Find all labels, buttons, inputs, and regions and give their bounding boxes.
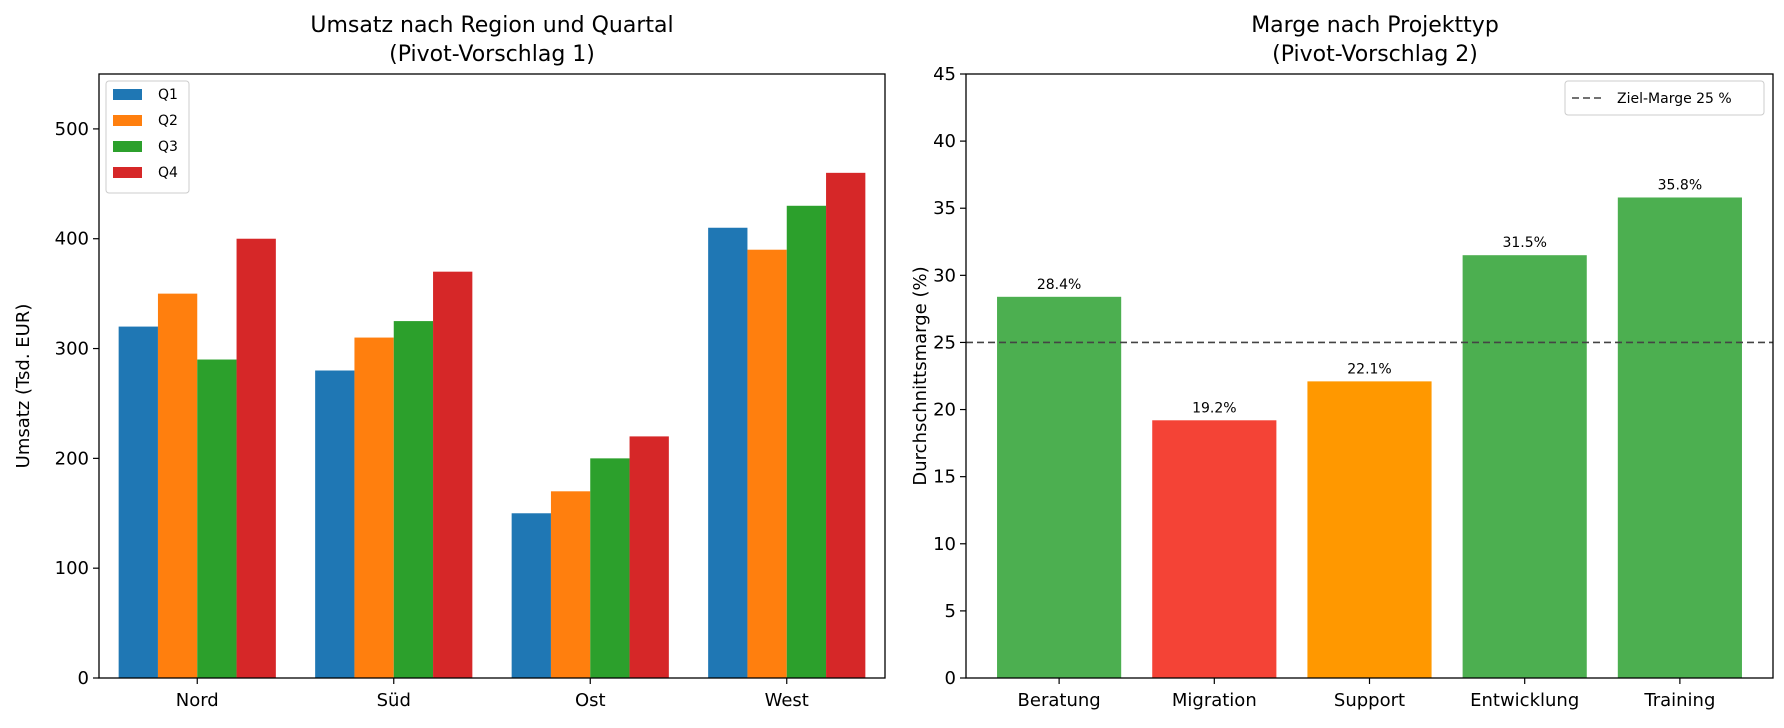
chart2-subtitle: (Pivot-Vorschlag 2) (1272, 42, 1478, 67)
chart1-title: Umsatz nach Region und Quartal (310, 13, 673, 38)
bar-q4-3 (826, 172, 866, 678)
x-tick-label: Migration (1172, 690, 1257, 711)
x-tick-label: Beratung (1018, 690, 1101, 711)
data-label: 28.4% (1037, 277, 1081, 293)
x-tick-label: Nord (176, 690, 219, 711)
chart2-title: Marge nach Projekttyp (1251, 13, 1499, 38)
legend-swatch (113, 115, 142, 126)
data-label: 31.5% (1502, 235, 1546, 251)
y-tick-label: 5 (945, 601, 956, 622)
y-tick-label: 40 (933, 131, 956, 152)
chart-margin-by-project-type: Marge nach Projekttyp (Pivot-Vorschlag 2… (910, 13, 1774, 711)
data-label: 35.8% (1658, 177, 1702, 193)
legend-label: Ziel-Marge 25 % (1617, 91, 1732, 107)
x-tick-label: Support (1334, 690, 1405, 711)
x-tick-label: Süd (377, 690, 411, 711)
chart2-y-axis-label: Durchschnittsmarge (%) (910, 266, 931, 485)
bar-q3-2 (590, 458, 630, 678)
data-label: 19.2% (1192, 400, 1236, 416)
bar-q1-1 (315, 370, 355, 678)
y-tick-label: 400 (55, 229, 89, 250)
chart2-legend-box (1564, 80, 1765, 116)
bar-training (1617, 197, 1742, 679)
bar-q1-3 (708, 227, 748, 678)
bar-q2-0 (157, 293, 198, 678)
bar-q3-1 (393, 321, 434, 678)
y-tick-label: 15 (933, 467, 956, 488)
x-tick-label: Entwicklung (1470, 690, 1579, 711)
y-tick-label: 35 (933, 198, 956, 219)
y-tick-label: 30 (933, 265, 956, 286)
y-tick-label: 100 (55, 558, 89, 579)
chart2-legend: Ziel-Marge 25 % (1564, 80, 1765, 116)
y-tick-label: 20 (933, 400, 956, 421)
bar-q4-2 (629, 436, 669, 678)
chart1-legend-box (105, 80, 190, 194)
y-tick-label: 300 (55, 339, 89, 360)
bar-q1-0 (118, 326, 158, 678)
y-tick-label: 500 (55, 119, 89, 140)
bar-q3-0 (197, 359, 237, 678)
data-label: 22.1% (1347, 361, 1391, 377)
y-tick-label: 0 (78, 668, 89, 689)
chart1-x-ticks: Nord Süd Ost West (176, 678, 809, 711)
bar-q4-0 (236, 238, 276, 678)
chart2-bars: 28.4% 19.2% 22.1% 31.5% 35.8% (997, 177, 1742, 679)
x-tick-label: Ost (575, 690, 606, 711)
bar-q2-1 (354, 337, 394, 678)
chart2-y-ticks: 0 5 10 15 20 25 30 35 40 45 (933, 64, 966, 689)
chart1-plot-frame (98, 73, 886, 679)
bar-support (1307, 381, 1432, 678)
chart1-y-axis-label: Umsatz (Tsd. EUR) (13, 304, 34, 469)
x-tick-label: Training (1643, 690, 1715, 711)
legend-swatch (113, 141, 142, 152)
chart1-bars (118, 172, 866, 679)
y-tick-label: 45 (933, 64, 956, 85)
legend-label: Q4 (158, 165, 178, 181)
bar-entwicklung (1462, 255, 1587, 678)
y-tick-label: 200 (55, 448, 89, 469)
bar-beratung (997, 296, 1122, 678)
legend-label: Q1 (158, 87, 178, 103)
legend-swatch (113, 89, 142, 100)
chart2-x-ticks: Beratung Migration Support Entwicklung Train… (1018, 678, 1715, 711)
bar-q2-2 (550, 491, 591, 678)
y-tick-label: 10 (933, 534, 956, 555)
chart1-subtitle: (Pivot-Vorschlag 1) (389, 42, 595, 67)
bar-q2-3 (747, 249, 787, 678)
chart2-plot-frame (965, 73, 1774, 679)
bar-q3-3 (786, 205, 827, 679)
chart1-y-ticks: 0 100 200 300 400 500 (55, 119, 99, 689)
bar-q1-2 (511, 513, 551, 678)
chart1-legend: Q1 Q2 Q3 Q4 (105, 80, 190, 194)
y-tick-label: 0 (945, 668, 956, 689)
bar-migration (1152, 420, 1277, 678)
legend-swatch (113, 167, 142, 178)
x-tick-label: West (765, 690, 809, 711)
bar-q4-1 (433, 271, 473, 678)
y-tick-label: 25 (933, 332, 956, 353)
chart-revenue-by-region: Umsatz nach Region und Quartal (Pivot-Vo… (13, 13, 886, 711)
legend-label: Q3 (158, 139, 178, 155)
legend-label: Q2 (158, 113, 178, 129)
